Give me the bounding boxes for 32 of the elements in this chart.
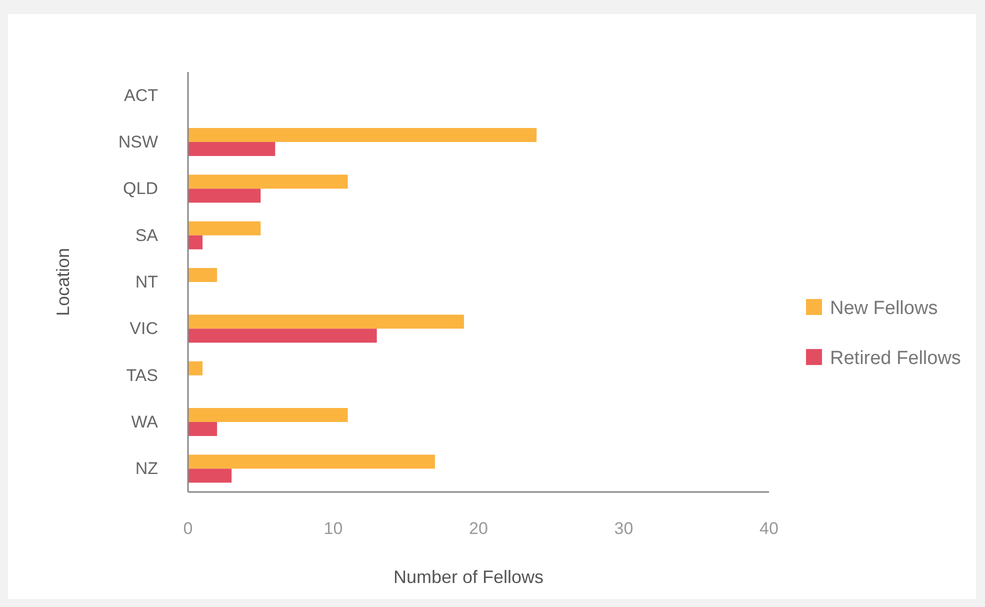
x-tick-label: 40 [760,519,778,538]
bar [188,328,377,343]
x-axis-title: Number of Fellows [393,567,544,587]
y-tick-label: WA [131,412,159,432]
y-tick-label: NT [135,272,158,292]
y-tick-label: ACT [124,86,158,105]
bar [188,361,203,376]
x-tick-label: 20 [469,519,488,538]
legend-label: New Fellows [830,298,938,319]
bar [188,142,276,156]
x-tick-label: 10 [324,519,343,538]
bar [188,408,348,422]
bar [188,314,464,329]
bar [188,221,261,236]
y-tick-label: QLD [123,179,158,198]
bar [188,468,232,483]
x-tick-label: 0 [183,519,193,538]
x-tick-label: 30 [614,519,634,538]
bar [188,268,218,282]
bar [188,188,261,203]
bar [188,128,537,142]
bar [188,422,218,436]
y-tick-label: NZ [135,459,158,478]
y-tick-label: NSW [118,132,158,152]
legend-label: Retired Fellows [830,348,961,369]
y-axis-title: Location [53,248,73,316]
y-tick-label: SA [135,226,159,245]
y-tick-label: TAS [126,366,158,385]
bar [188,174,348,189]
bar [188,454,435,469]
y-tick-label: VIC [130,319,158,338]
bar [188,235,203,250]
